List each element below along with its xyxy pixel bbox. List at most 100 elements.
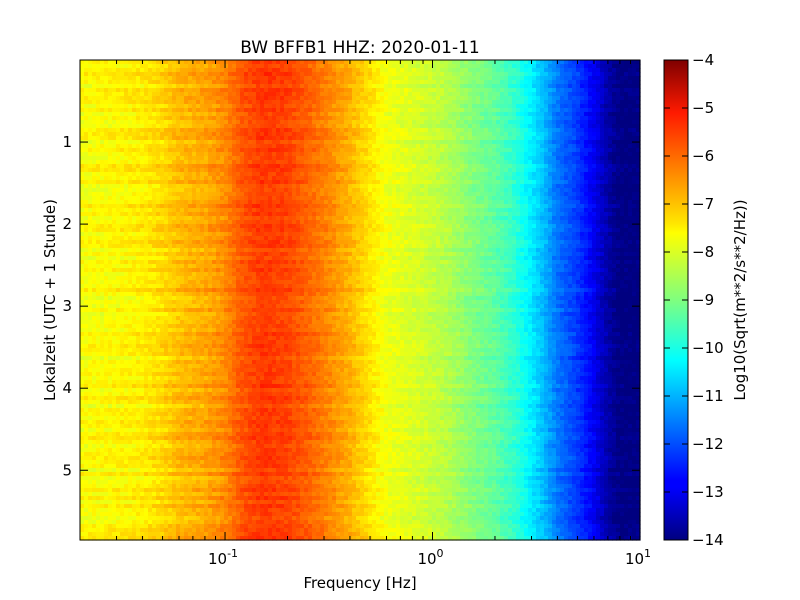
heatmap-cell	[156, 408, 161, 413]
heatmap-cell	[132, 160, 137, 165]
heatmap-cell	[176, 72, 181, 77]
heatmap-cell	[196, 520, 201, 525]
heatmap-cell	[232, 316, 237, 321]
heatmap-cell	[180, 364, 185, 369]
heatmap-cell	[188, 188, 193, 193]
heatmap-cell	[200, 100, 205, 105]
heatmap-cell	[148, 408, 153, 413]
heatmap-cell	[224, 140, 229, 145]
heatmap-cell	[108, 264, 113, 269]
heatmap-cell	[176, 108, 181, 113]
heatmap-cell	[80, 248, 85, 253]
heatmap-cell	[196, 180, 201, 185]
heatmap-cell	[160, 172, 165, 177]
heatmap-cell	[136, 528, 141, 533]
heatmap-cell	[128, 68, 133, 73]
heatmap-cell	[160, 288, 165, 293]
heatmap-cell	[108, 96, 113, 101]
heatmap-cell	[228, 480, 233, 485]
heatmap-cell	[140, 488, 145, 493]
heatmap-cell	[100, 384, 105, 389]
heatmap-cell	[108, 452, 113, 457]
heatmap-cell	[216, 424, 221, 429]
heatmap-cell	[140, 520, 145, 525]
heatmap-cell	[148, 196, 153, 201]
heatmap-cell	[236, 64, 241, 69]
heatmap-cell	[108, 80, 113, 85]
heatmap-cell	[160, 276, 165, 281]
heatmap-cell	[84, 476, 89, 481]
heatmap-cell	[164, 420, 169, 425]
heatmap-cell	[112, 300, 117, 305]
heatmap-cell	[120, 476, 125, 481]
heatmap-cell	[120, 204, 125, 209]
heatmap-cell	[156, 76, 161, 81]
heatmap-cell	[176, 396, 181, 401]
heatmap-cell	[84, 120, 89, 125]
heatmap-cell	[160, 68, 165, 73]
heatmap-cell	[244, 344, 249, 349]
heatmap-cell	[168, 536, 173, 541]
heatmap-cell	[176, 476, 181, 481]
heatmap-cell	[180, 204, 185, 209]
heatmap-cell	[236, 400, 241, 405]
heatmap-cell	[184, 532, 189, 537]
heatmap-cell	[148, 320, 153, 325]
heatmap-cell	[196, 456, 201, 461]
heatmap-cell	[136, 536, 141, 541]
heatmap-cell	[112, 176, 117, 181]
heatmap-cell	[156, 128, 161, 133]
heatmap-cell	[124, 140, 129, 145]
heatmap-cell	[232, 108, 237, 113]
heatmap-cell	[164, 280, 169, 285]
heatmap-cell	[204, 308, 209, 313]
heatmap-cell	[100, 524, 105, 529]
heatmap-cell	[212, 440, 217, 445]
heatmap-cell	[172, 120, 177, 125]
heatmap-cell	[96, 464, 101, 469]
heatmap-cell	[128, 412, 133, 417]
heatmap-cell	[168, 480, 173, 485]
heatmap-cell	[232, 204, 237, 209]
heatmap-cell	[96, 512, 101, 517]
heatmap-cell	[136, 356, 141, 361]
heatmap-cell	[164, 436, 169, 441]
heatmap-cell	[196, 504, 201, 509]
heatmap-cell	[200, 216, 205, 221]
heatmap-cell	[236, 396, 241, 401]
heatmap-cell	[232, 248, 237, 253]
heatmap-cell	[160, 404, 165, 409]
heatmap-cell	[136, 228, 141, 233]
heatmap-cell	[180, 368, 185, 373]
heatmap-cell	[128, 524, 133, 529]
heatmap-cell	[124, 164, 129, 169]
heatmap-cell	[112, 168, 117, 173]
heatmap-cell	[204, 496, 209, 501]
heatmap-cell	[236, 340, 241, 345]
heatmap-cell	[152, 160, 157, 165]
heatmap-cell	[92, 192, 97, 197]
heatmap-cell	[128, 368, 133, 373]
heatmap-cell	[100, 292, 105, 297]
heatmap-cell	[144, 328, 149, 333]
heatmap-cell	[144, 276, 149, 281]
heatmap-cell	[240, 280, 245, 285]
heatmap-cell	[140, 192, 145, 197]
heatmap-cell	[152, 536, 157, 541]
heatmap-cell	[164, 396, 169, 401]
heatmap-cell	[132, 192, 137, 197]
heatmap-cell	[212, 280, 217, 285]
heatmap-cell	[180, 156, 185, 161]
heatmap-cell	[96, 304, 101, 309]
heatmap-cell	[132, 72, 137, 77]
heatmap-cell	[148, 364, 153, 369]
heatmap-cell	[136, 352, 141, 357]
heatmap-cell	[176, 68, 181, 73]
heatmap-cell	[192, 168, 197, 173]
heatmap-cell	[180, 316, 185, 321]
heatmap-cell	[192, 156, 197, 161]
heatmap-cell	[152, 508, 157, 513]
heatmap-cell	[192, 104, 197, 109]
heatmap-cell	[104, 232, 109, 237]
heatmap-cell	[164, 156, 169, 161]
